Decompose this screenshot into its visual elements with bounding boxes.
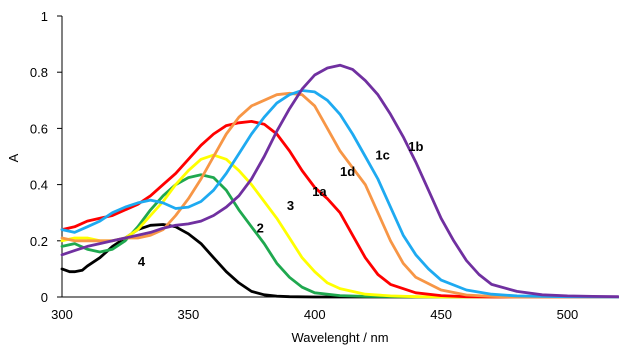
series-line-4 bbox=[60, 223, 619, 299]
x-tick-label: 300 bbox=[51, 307, 73, 322]
series-label-4: 4 bbox=[138, 254, 146, 269]
series-label-1d: 1d bbox=[340, 164, 355, 179]
series-label-1c: 1c bbox=[375, 147, 389, 162]
y-tick-label: 0.8 bbox=[30, 65, 48, 80]
series-line-1d bbox=[60, 91, 619, 299]
series-label-2: 2 bbox=[257, 220, 264, 235]
y-tick-label: 1 bbox=[41, 9, 48, 24]
x-tick-label: 500 bbox=[557, 307, 579, 322]
series-label-1b: 1b bbox=[408, 139, 423, 154]
series-line-2 bbox=[60, 173, 619, 299]
y-tick-label: 0.2 bbox=[30, 234, 48, 249]
x-tick-label: 400 bbox=[304, 307, 326, 322]
y-tick-label: 0.6 bbox=[30, 121, 48, 136]
x-ticks: 300 350 400 450 500 bbox=[51, 307, 578, 322]
series-line-1a bbox=[60, 120, 619, 299]
y-ticks: 0 0.2 0.4 0.6 0.8 1 bbox=[30, 9, 62, 305]
series-label-3: 3 bbox=[287, 198, 294, 213]
y-tick-label: 0 bbox=[41, 290, 48, 305]
series-label-1a: 1a bbox=[312, 184, 327, 199]
series-line-1b bbox=[60, 63, 619, 299]
plot-area: 300 350 400 450 500 0 0.2 0.4 0.6 0.8 1 4 2 3 1a 1d 1c… bbox=[30, 9, 619, 322]
y-axis-title: A bbox=[6, 153, 21, 162]
series-labels: 4 2 3 1a 1d 1c 1b bbox=[138, 139, 424, 269]
x-tick-label: 350 bbox=[178, 307, 200, 322]
x-tick-label: 450 bbox=[430, 307, 452, 322]
x-axis-title: Wavelenght / nm bbox=[291, 330, 388, 345]
series-lines bbox=[60, 63, 619, 299]
series-line-1c bbox=[60, 89, 619, 299]
y-tick-label: 0.4 bbox=[30, 178, 48, 193]
